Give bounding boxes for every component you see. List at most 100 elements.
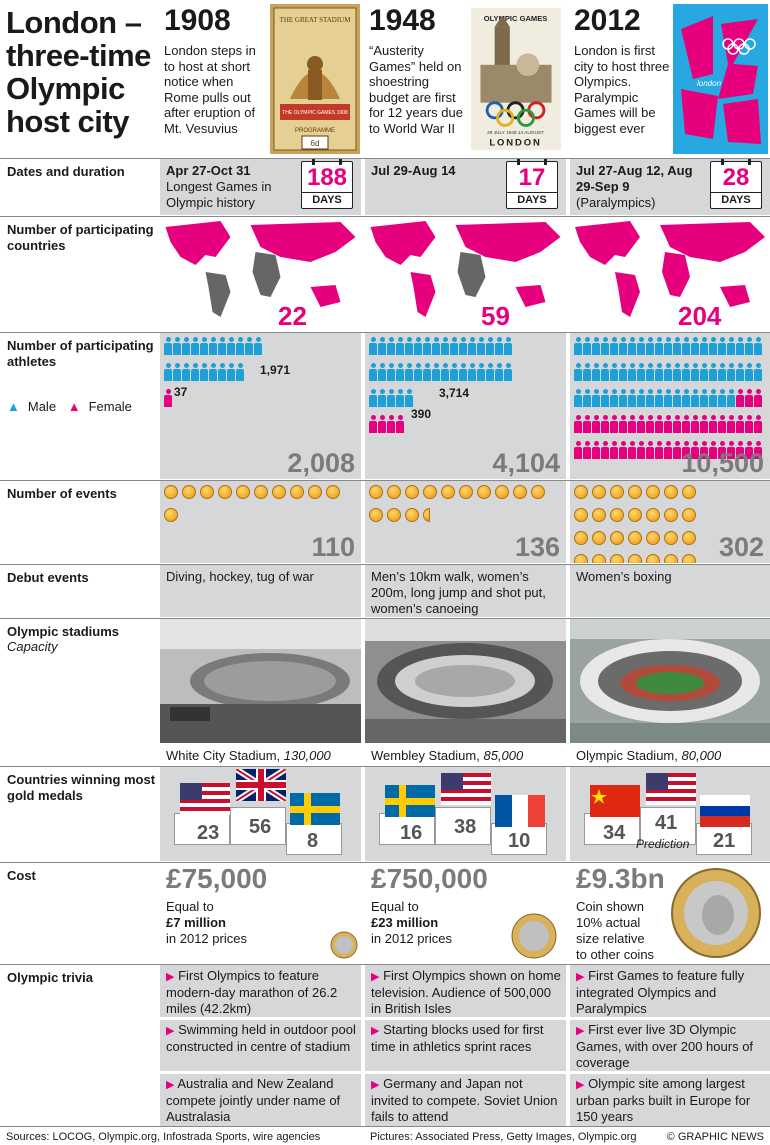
gold-medal-icon bbox=[592, 485, 606, 499]
logo-2012-image: london bbox=[673, 4, 768, 154]
cost-text: Equal to £23 million in 2012 prices bbox=[371, 899, 452, 946]
trivia-item: ▶ Germany and Japan not invited to compe… bbox=[371, 1076, 558, 1124]
sweden-flag bbox=[385, 785, 435, 817]
female-athlete-icon bbox=[610, 441, 618, 459]
male-athlete-icon bbox=[583, 363, 591, 381]
cost-cell-1908: £75,000 Equal to £7 million in 2012 pric… bbox=[160, 863, 361, 963]
male-athlete-icon bbox=[432, 337, 440, 355]
intro-text: “Austerity Games” held on shoestring bud… bbox=[369, 43, 463, 136]
row-events: Number of events 110 136 302 bbox=[0, 480, 770, 563]
male-athlete-icon bbox=[736, 337, 744, 355]
male-athlete-icon bbox=[718, 389, 726, 407]
male-athlete-icon bbox=[477, 363, 485, 381]
athletes-legend: ▲ Male ▲ Female bbox=[7, 399, 140, 414]
female-athlete-icon bbox=[637, 415, 645, 433]
male-athlete-icon bbox=[682, 337, 690, 355]
medal-pictogram bbox=[369, 485, 565, 531]
male-athlete-icon bbox=[369, 363, 377, 381]
row-trivia: Olympic trivia ▶ First Olympics to featu… bbox=[0, 964, 770, 1127]
male-athlete-icon bbox=[227, 363, 235, 381]
gold-medal-icon bbox=[610, 554, 624, 563]
female-athlete-icon bbox=[583, 415, 591, 433]
female-athlete-icon bbox=[601, 441, 609, 459]
medal-pictogram bbox=[164, 485, 360, 531]
usa-flag bbox=[646, 773, 696, 805]
male-athlete-icon bbox=[601, 337, 609, 355]
male-athlete-icon bbox=[601, 363, 609, 381]
gold-medal-icon bbox=[200, 485, 214, 499]
triangle-icon: ▶ bbox=[371, 1025, 380, 1037]
gold-count: 10 bbox=[491, 823, 547, 855]
female-athlete-icon bbox=[727, 415, 735, 433]
countries-count: 59 bbox=[481, 301, 510, 331]
row-label: Countries winning most gold medals bbox=[7, 772, 156, 803]
female-athlete-icon bbox=[736, 441, 744, 459]
male-athlete-icon bbox=[504, 337, 512, 355]
gold-medal-icon bbox=[387, 508, 401, 522]
debut-cell-2012: Women’s boxing bbox=[570, 565, 770, 617]
male-athlete-icon bbox=[423, 363, 431, 381]
row-label: Olympic stadiums bbox=[7, 624, 119, 639]
gold-medal-icon bbox=[646, 531, 660, 545]
triangle-icon: ▶ bbox=[371, 1079, 380, 1091]
male-athlete-icon bbox=[459, 363, 467, 381]
male-athlete-icon bbox=[432, 363, 440, 381]
dates-note: (Paralympics) bbox=[576, 195, 656, 210]
divider bbox=[570, 1017, 770, 1020]
female-athlete-icon bbox=[655, 441, 663, 459]
triangle-icon: ▶ bbox=[576, 1025, 585, 1037]
events-cell-1908: 110 bbox=[160, 481, 361, 563]
female-athlete-icon bbox=[646, 415, 654, 433]
female-count: 390 bbox=[411, 407, 432, 421]
male-athlete-icon bbox=[628, 389, 636, 407]
gold-medal-icon bbox=[610, 508, 624, 522]
female-athlete-icon bbox=[664, 415, 672, 433]
usa-flag bbox=[441, 773, 491, 805]
stadium-cell-1908: White City Stadium, 130,000 bbox=[160, 619, 361, 765]
male-athlete-icon bbox=[610, 337, 618, 355]
gold-medal-icon bbox=[495, 485, 509, 499]
gold-medal-icon bbox=[682, 554, 696, 563]
gold-medal-icon bbox=[628, 508, 642, 522]
male-athlete-icon bbox=[754, 337, 762, 355]
female-athlete-icon bbox=[682, 441, 690, 459]
male-athlete-icon bbox=[727, 389, 735, 407]
days-count: 188 bbox=[306, 164, 348, 191]
olympic-stadium-photo bbox=[570, 619, 770, 743]
athletes-total: 2,008 bbox=[287, 448, 355, 478]
male-athlete-icon bbox=[200, 363, 208, 381]
row-label: Number of participating athletes bbox=[7, 338, 154, 369]
dates-cell-1948: Jul 29-Aug 14 17 DAYS bbox=[365, 159, 566, 215]
year-label: 1908 bbox=[164, 4, 231, 37]
trivia-item: ▶ Australia and New Zealand compete join… bbox=[166, 1076, 341, 1124]
triangle-icon: ▶ bbox=[166, 1025, 175, 1037]
male-athlete-icon bbox=[486, 363, 494, 381]
gold-cell-2012: 34 41 Prediction 21 bbox=[570, 767, 770, 861]
male-athlete-icon bbox=[441, 337, 449, 355]
male-athlete-icon bbox=[727, 363, 735, 381]
gold-count: 41 bbox=[640, 807, 696, 845]
cost-value: £750,000 bbox=[371, 863, 488, 894]
male-count: 3,714 bbox=[439, 386, 470, 400]
divider bbox=[365, 1017, 566, 1020]
male-athlete-icon bbox=[682, 363, 690, 381]
male-athlete-icon bbox=[396, 337, 404, 355]
poster-text: 6d bbox=[311, 139, 320, 148]
female-athlete-icon bbox=[754, 415, 762, 433]
gold-count: 38 bbox=[435, 807, 491, 845]
header: London – three-time Olympic host city 19… bbox=[0, 0, 770, 158]
row-label: Dates and duration bbox=[7, 164, 125, 179]
poster-text: 29 JULY 1948 14 AUGUST bbox=[487, 130, 544, 136]
gold-medal-icon bbox=[628, 485, 642, 499]
male-athlete-icon bbox=[495, 363, 503, 381]
gold-count: 56 bbox=[230, 807, 286, 845]
gold-medal-icon bbox=[664, 508, 678, 522]
gold-cell-1908: 23 56 8 bbox=[160, 767, 361, 861]
male-athlete-icon bbox=[619, 389, 627, 407]
gold-medal-icon bbox=[682, 531, 696, 545]
female-athlete-icon bbox=[164, 389, 172, 407]
cost-value: £75,000 bbox=[166, 863, 268, 894]
female-athlete-icon bbox=[718, 415, 726, 433]
dates-range: Jul 29-Aug 14 bbox=[371, 163, 456, 178]
